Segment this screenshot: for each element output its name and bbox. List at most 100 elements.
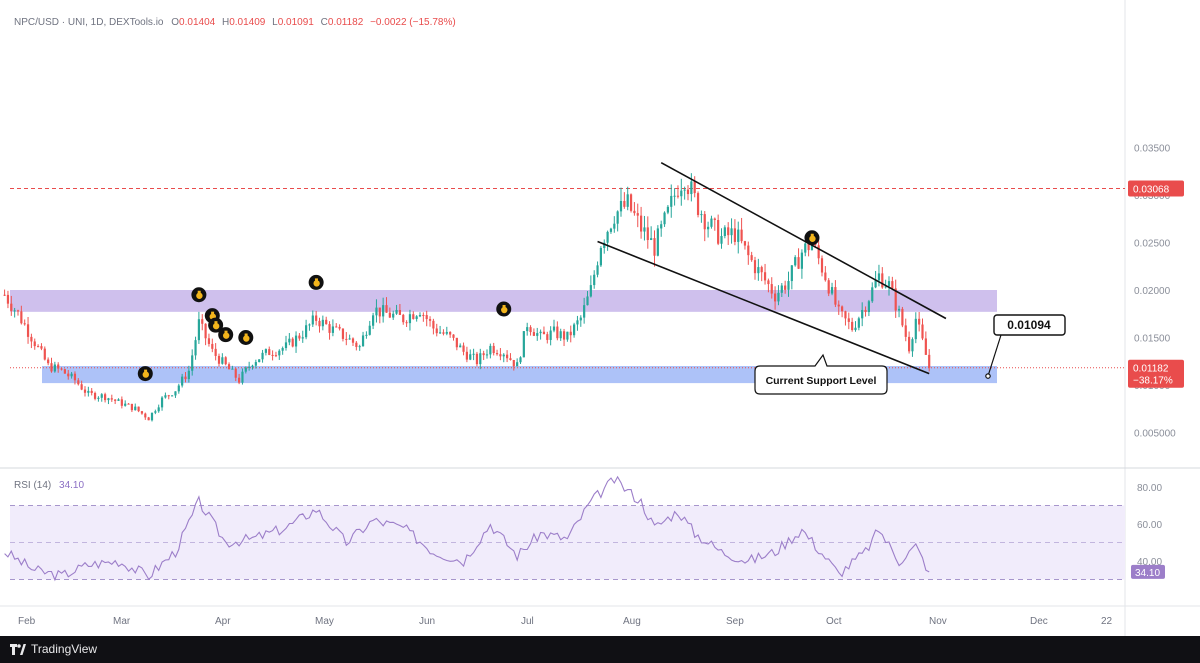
- candle-body: [760, 267, 763, 273]
- candle-body: [93, 392, 97, 399]
- candle-body: [794, 257, 797, 266]
- candle-body: [462, 345, 465, 352]
- event-marker[interactable]: [191, 287, 207, 303]
- high-label: H: [222, 17, 229, 28]
- candle-body: [40, 346, 43, 349]
- candle-body: [700, 214, 703, 216]
- open-value: 0.01404: [179, 17, 216, 28]
- candle-body: [308, 324, 311, 326]
- candle-body: [160, 397, 164, 408]
- candle-body: [378, 307, 381, 317]
- candle-body: [911, 339, 914, 352]
- candle-body: [375, 307, 378, 316]
- candle-body: [519, 357, 522, 363]
- candle-body: [820, 258, 824, 273]
- time-axis: Feb Mar Apr May Jun Jul Aug Sep Oct Nov …: [18, 616, 1113, 627]
- candle-body: [603, 242, 606, 249]
- candle-body: [613, 223, 616, 229]
- price-tick: 0.005000: [1134, 429, 1176, 440]
- candle-body: [576, 320, 579, 325]
- candle-body: [928, 354, 931, 368]
- candle-body: [542, 331, 546, 335]
- candle-body: [589, 285, 592, 297]
- candle-body: [475, 353, 479, 365]
- candle-body: [338, 326, 341, 329]
- candle-body: [539, 331, 542, 334]
- event-marker[interactable]: [218, 327, 234, 343]
- candle-body: [120, 399, 123, 406]
- candle-body: [559, 331, 562, 339]
- coin-bag-tie-icon: [314, 278, 318, 281]
- event-marker[interactable]: [804, 230, 820, 246]
- event-marker[interactable]: [308, 274, 324, 290]
- candle-body: [717, 220, 720, 244]
- candle-body: [495, 353, 499, 355]
- price-tick: 0.02000: [1134, 286, 1171, 297]
- candle-body: [616, 211, 619, 224]
- candle-body: [294, 335, 298, 347]
- event-marker[interactable]: [496, 301, 512, 317]
- rsi-tick: 40.00: [1137, 557, 1162, 568]
- channel-lower-line: [597, 240, 930, 375]
- candle-body: [824, 272, 827, 281]
- candle-body: [502, 354, 505, 357]
- support-price-callout[interactable]: 0.01094: [985, 314, 1066, 379]
- candle-body: [881, 273, 884, 288]
- candle-body: [472, 353, 475, 355]
- candle-body: [747, 245, 750, 256]
- candle-body: [167, 395, 170, 397]
- candle-body: [807, 243, 810, 251]
- current-price-tag: 0.01182 −38.17%: [1128, 359, 1184, 388]
- channel-upper-line: [660, 161, 947, 320]
- candle-body: [918, 318, 921, 325]
- event-markers[interactable]: [137, 230, 820, 382]
- candle-body: [847, 318, 850, 322]
- candle-body: [686, 189, 690, 195]
- candle-body: [227, 364, 231, 370]
- candle-body: [673, 195, 676, 197]
- candle-body: [405, 322, 408, 324]
- candle-body: [891, 281, 894, 289]
- candle-body: [901, 308, 904, 326]
- candle-body: [703, 214, 706, 230]
- candle-body: [63, 369, 66, 374]
- candle-body: [676, 195, 680, 197]
- event-marker[interactable]: [137, 366, 153, 382]
- event-marker[interactable]: [238, 330, 254, 345]
- candle-body: [767, 280, 770, 285]
- candle-body: [774, 293, 777, 302]
- tradingview-brand[interactable]: TradingView: [10, 642, 97, 656]
- support-caption-callout[interactable]: Current Support Level: [754, 353, 888, 395]
- candle-body: [509, 358, 512, 361]
- support-caption-label: Current Support Level: [766, 375, 877, 387]
- candle-body: [57, 364, 60, 369]
- price-chart[interactable]: NPC/USD · UNI, 1D, DEXTools.io O0.01404 …: [0, 0, 1200, 636]
- candle-body: [204, 323, 207, 339]
- candle-body: [278, 350, 281, 356]
- candle-body: [107, 398, 110, 401]
- candle-body: [593, 274, 596, 286]
- bottom-bar: TradingView: [0, 636, 1200, 663]
- candle-body: [197, 319, 200, 341]
- candle-body: [20, 311, 23, 324]
- event-marker[interactable]: [208, 317, 224, 333]
- candle-body: [90, 390, 93, 393]
- candle-body: [834, 287, 837, 305]
- candle-body: [325, 319, 328, 325]
- candle-body: [345, 338, 348, 340]
- candle-body: [425, 315, 428, 320]
- candle-body: [743, 241, 747, 246]
- candle-body: [234, 368, 237, 378]
- coin-bag-tie-icon: [502, 305, 506, 308]
- candle-body: [874, 280, 877, 288]
- candle-body: [877, 273, 881, 281]
- candle-body: [482, 353, 485, 356]
- support-price-label: 0.01094: [1007, 318, 1051, 332]
- candle-body: [777, 292, 780, 302]
- candle-body: [452, 334, 455, 338]
- candle-body: [439, 332, 442, 334]
- candle-body: [633, 210, 636, 214]
- time-label: Dec: [1030, 616, 1048, 627]
- candle-body: [341, 328, 345, 339]
- coin-bag-tie-icon: [197, 290, 201, 294]
